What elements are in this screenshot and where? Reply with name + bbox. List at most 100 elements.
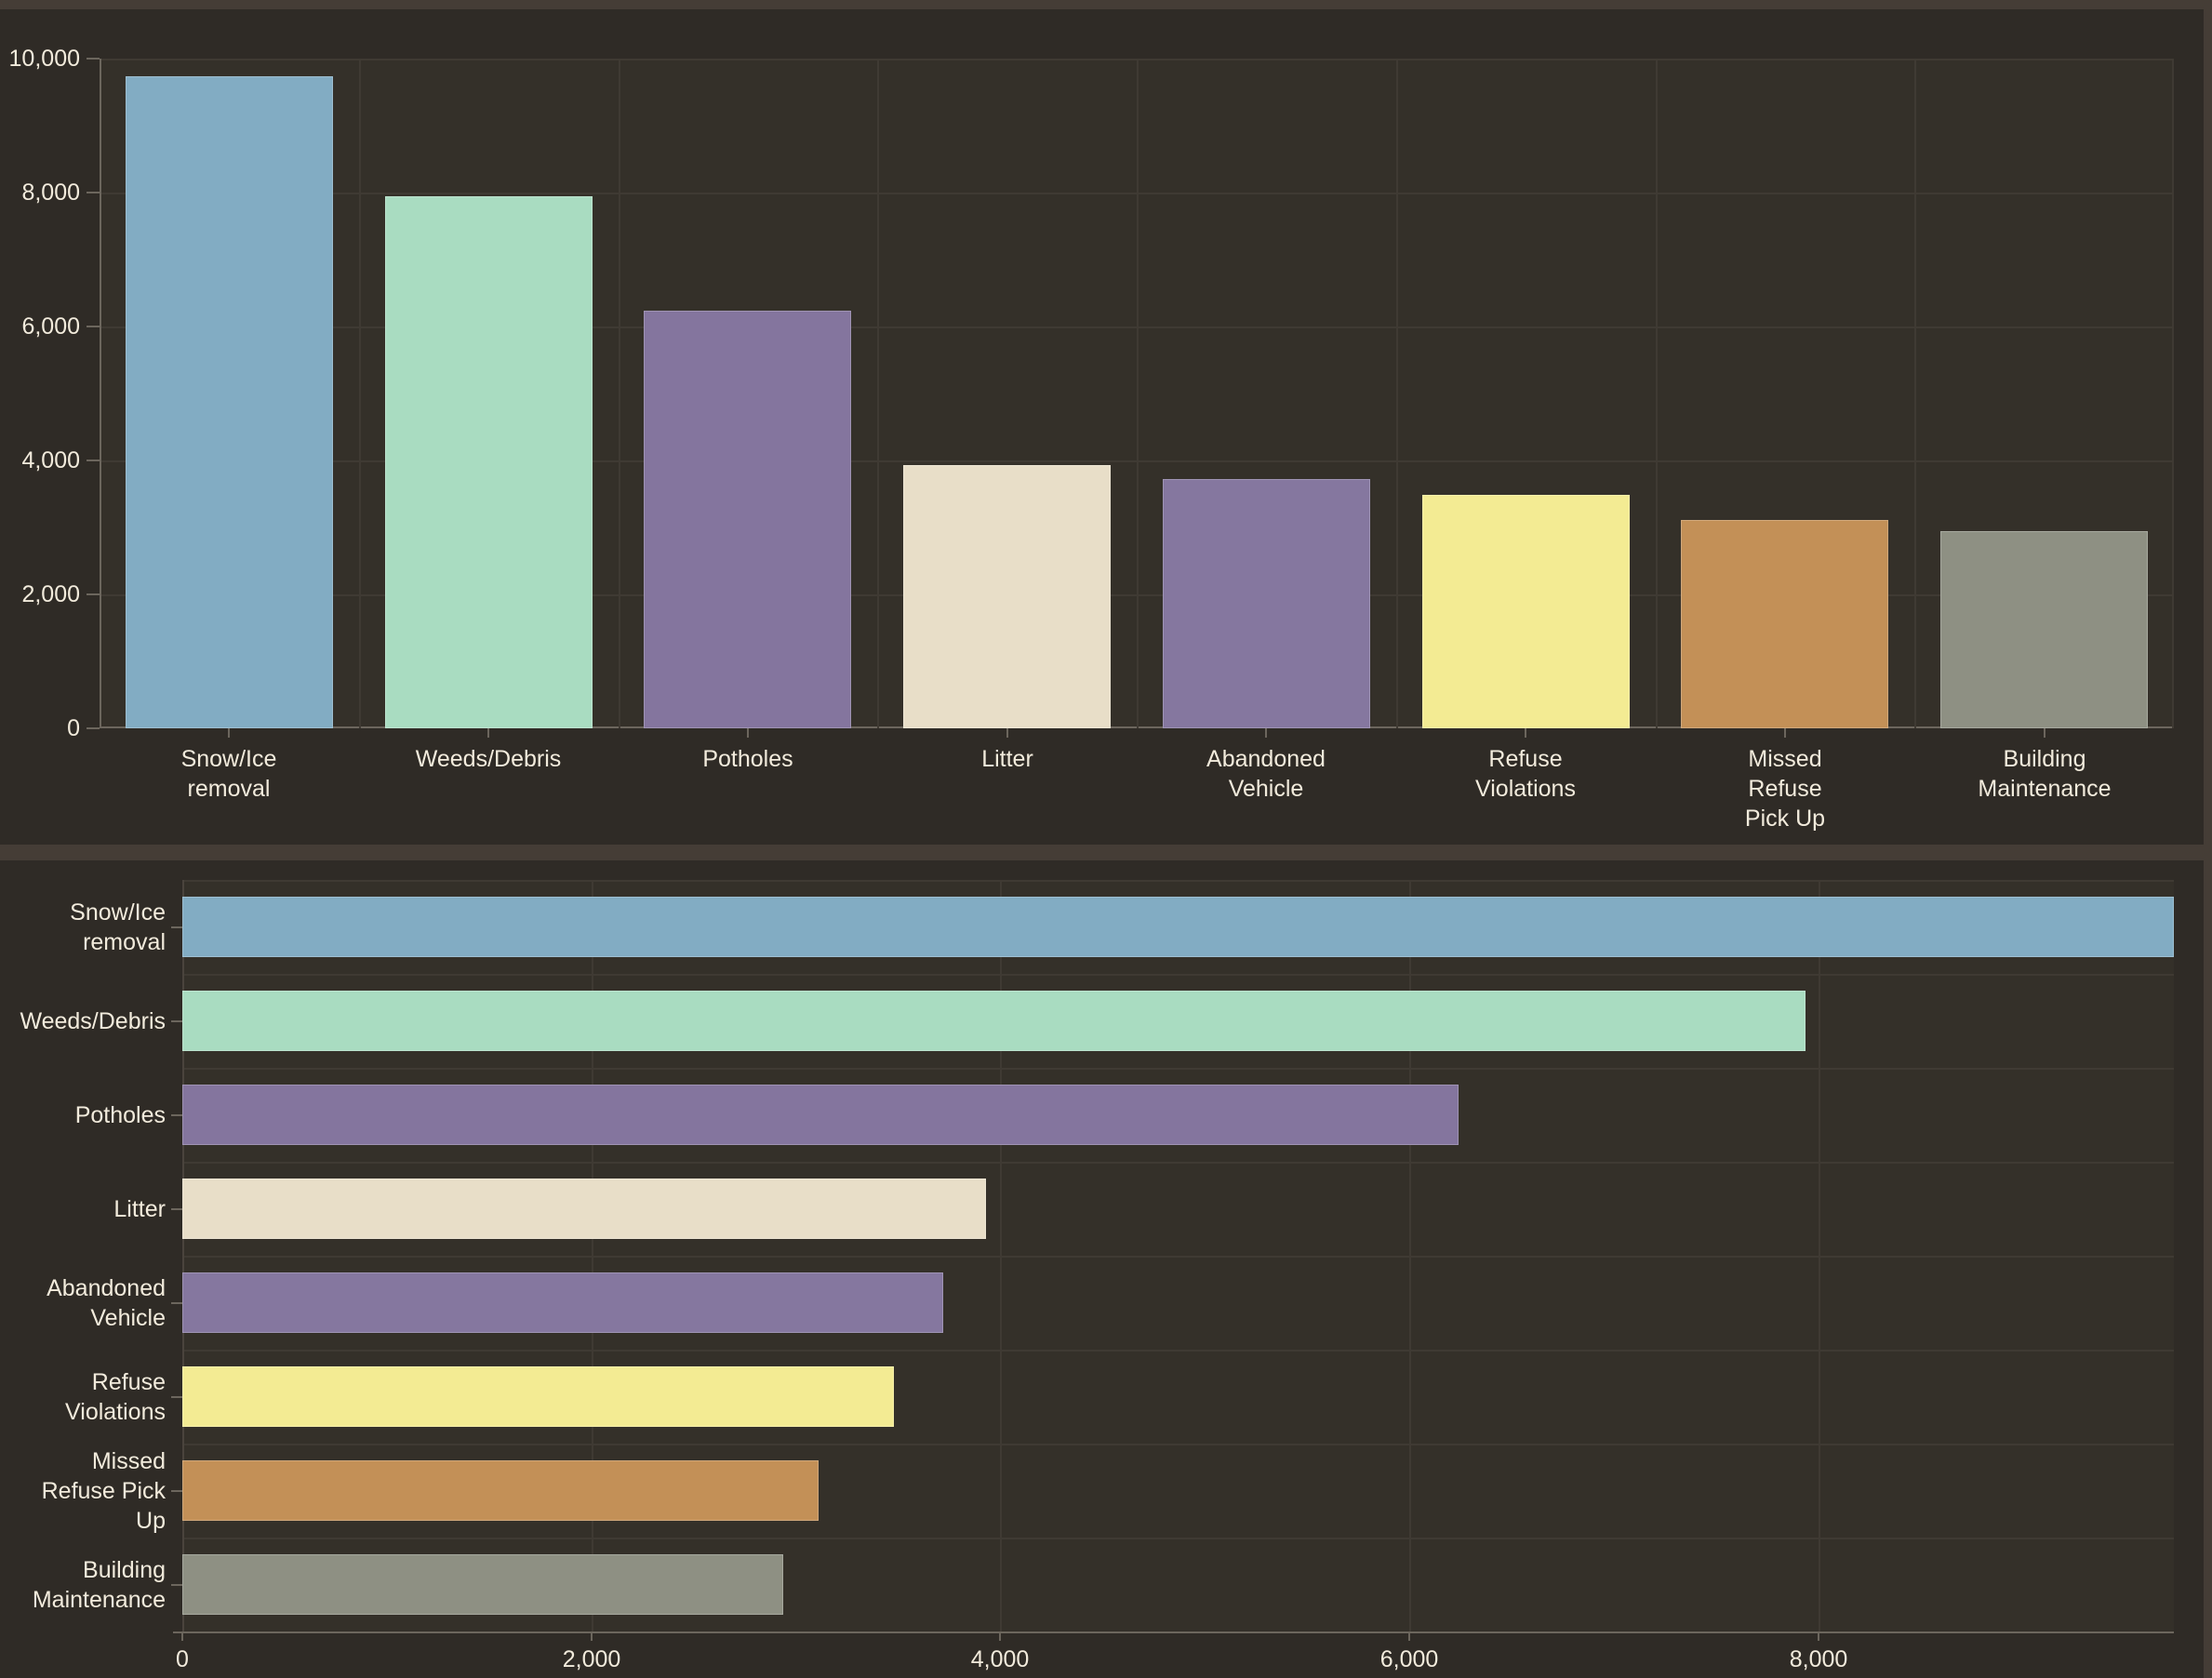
category-label-building-maintenance: Building Maintenance — [1924, 744, 2165, 804]
category-label-line: Up — [136, 1508, 166, 1534]
bar-potholes[interactable] — [644, 311, 851, 728]
category-label-missed-refuse-pick-up: Missed Refuse Pick Up — [0, 1446, 166, 1536]
x-axis-tick-mark — [228, 728, 230, 738]
y-axis-tick-mark — [87, 727, 100, 729]
y-axis-tick-label: 4,000 — [21, 447, 80, 473]
category-label-line: Refuse — [1748, 776, 1822, 802]
y-axis-tick-mark — [87, 192, 100, 193]
x-axis-tick-mark — [1006, 728, 1008, 738]
bar-litter[interactable] — [182, 1179, 986, 1239]
y-axis-tick-mark — [87, 459, 100, 461]
x-axis-tick-label: 6,000 — [1379, 1646, 1439, 1672]
plot-area — [182, 880, 2174, 1631]
category-label-line: Refuse — [1488, 746, 1563, 772]
y-axis-tick-label: 6,000 — [21, 313, 80, 340]
bar-snow-ice-removal[interactable] — [126, 76, 333, 728]
category-label-line: Snow/Ice — [180, 746, 277, 772]
gridline-vertical — [1409, 880, 1411, 1631]
category-label-snow-ice-removal: Snow/Ice removal — [108, 744, 350, 804]
gridline-vertical — [1000, 880, 1002, 1631]
category-label-potholes: Potholes — [627, 744, 869, 774]
bar-missed-refuse-pick-up[interactable] — [182, 1460, 819, 1521]
y-axis-tick-mark — [171, 1302, 182, 1304]
y-axis-tick-mark — [171, 1020, 182, 1022]
gridline-horizontal — [182, 1162, 2174, 1164]
gridline-vertical — [359, 59, 361, 728]
y-axis-tick-mark — [171, 1208, 182, 1210]
gridline-vertical — [2172, 59, 2174, 728]
category-label-line: Weeds/Debris — [415, 746, 562, 772]
bar-refuse-violations[interactable] — [1422, 495, 1630, 728]
category-label-line: Violations — [65, 1399, 166, 1425]
bar-abandoned-vehicle[interactable] — [1163, 479, 1370, 728]
column-chart-panel: 10,000 8,000 6,000 4,000 2,000 0 Snow/Ice remov… — [0, 9, 2204, 845]
category-label-line: Weeds/Debris — [20, 1008, 166, 1034]
gridline-vertical — [1656, 59, 1658, 728]
x-axis-tick-mark — [1525, 728, 1526, 738]
category-label-line: Litter — [981, 746, 1033, 772]
gridline-vertical — [619, 59, 620, 728]
x-axis-tick-label: 2,000 — [562, 1646, 621, 1672]
gridline-horizontal — [182, 880, 2174, 882]
bar-building-maintenance[interactable] — [1940, 531, 2148, 728]
y-axis-tick-mark — [171, 1114, 182, 1116]
bar-potholes[interactable] — [182, 1085, 1459, 1145]
gridline-vertical — [1819, 880, 1820, 1631]
x-axis-tick-label: 4,000 — [970, 1646, 1030, 1672]
category-label-potholes: Potholes — [0, 1100, 166, 1130]
y-axis-tick-label: 2,000 — [21, 581, 80, 607]
x-axis-tick-mark — [747, 728, 749, 738]
category-label-weeds-debris: Weeds/Debris — [0, 1006, 166, 1036]
category-label-weeds-debris: Weeds/Debris — [367, 744, 609, 774]
x-axis-tick-mark — [487, 728, 489, 738]
row-chart-panel: 0 2,000 4,000 6,000 8,000 Snow/Ice removal Weed… — [0, 860, 2204, 1678]
gridline-vertical — [592, 880, 593, 1631]
bar-weeds-debris[interactable] — [182, 991, 1806, 1051]
y-axis-tick-mark — [87, 58, 100, 60]
y-axis-tick-mark — [171, 1584, 182, 1586]
category-label-line: Building — [83, 1557, 166, 1583]
gridline-vertical — [1137, 59, 1139, 728]
gridline-horizontal — [182, 1444, 2174, 1445]
category-label-abandoned-vehicle: Abandoned Vehicle — [0, 1273, 166, 1333]
bar-refuse-violations[interactable] — [182, 1366, 894, 1427]
category-label-line: Refuse Pick — [41, 1478, 166, 1504]
y-axis-tick-label: 8,000 — [21, 180, 80, 206]
category-label-line: Building — [2003, 746, 2086, 772]
y-axis-tick-label: 10,000 — [8, 46, 80, 72]
category-label-line: removal — [83, 929, 166, 955]
bar-missed-refuse-pick-up[interactable] — [1681, 520, 1888, 728]
category-label-line: Refuse — [91, 1369, 166, 1395]
x-axis-tick-label: 8,000 — [1789, 1646, 1848, 1672]
category-label-line: removal — [187, 776, 271, 802]
gridline-horizontal — [182, 974, 2174, 976]
bar-litter[interactable] — [903, 465, 1111, 728]
category-label-line: Potholes — [702, 746, 793, 772]
bar-snow-ice-removal[interactable] — [182, 897, 2174, 957]
x-axis-line — [173, 1631, 2174, 1633]
category-label-litter: Litter — [886, 744, 1128, 774]
category-label-line: Abandoned — [47, 1275, 166, 1301]
y-axis-tick-mark — [87, 593, 100, 595]
plot-area — [100, 59, 2174, 728]
y-axis-tick-label: 0 — [67, 715, 80, 741]
category-label-line: Potholes — [74, 1102, 166, 1128]
category-label-line: Abandoned — [1206, 746, 1326, 772]
category-label-line: Maintenance — [32, 1587, 166, 1613]
category-label-refuse-violations: Refuse Violations — [0, 1367, 166, 1427]
x-axis-tick-label: 0 — [176, 1646, 189, 1672]
gridline-vertical — [1914, 59, 1916, 728]
x-axis-tick-mark — [999, 1631, 1001, 1641]
category-label-litter: Litter — [0, 1194, 166, 1224]
y-axis-line — [100, 59, 101, 728]
bar-weeds-debris[interactable] — [385, 196, 593, 728]
y-axis-tick-mark — [171, 1490, 182, 1492]
bar-building-maintenance[interactable] — [182, 1554, 783, 1615]
gridline-horizontal — [182, 1538, 2174, 1539]
category-label-line: Vehicle — [90, 1305, 166, 1331]
category-label-missed-refuse-pick-up: Missed Refuse Pick Up — [1664, 744, 1906, 833]
gridline-horizontal — [182, 1068, 2174, 1070]
category-label-snow-ice-removal: Snow/Ice removal — [0, 898, 166, 957]
bar-abandoned-vehicle[interactable] — [182, 1272, 943, 1333]
gridline-vertical — [1396, 59, 1398, 728]
